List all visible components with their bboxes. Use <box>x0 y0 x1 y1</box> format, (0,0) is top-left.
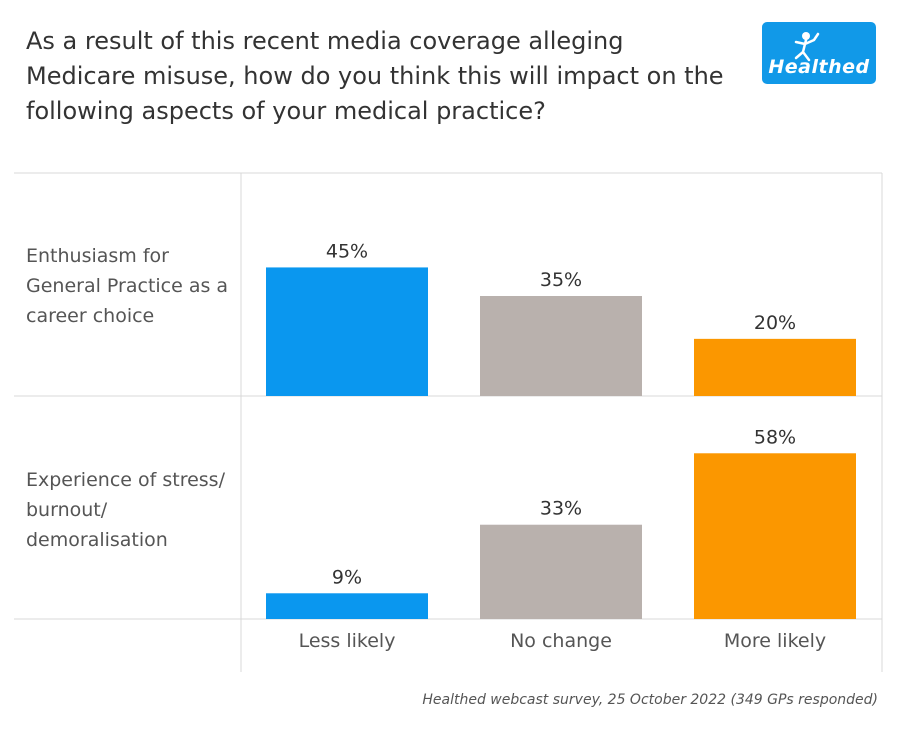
data-label: 9% <box>332 566 362 588</box>
row-label: General Practice as a <box>26 275 228 297</box>
row-label: career choice <box>26 305 154 327</box>
bar-less-likely <box>266 593 428 619</box>
bar-no-change <box>480 524 642 619</box>
bar-less-likely <box>266 267 428 396</box>
chart-title: As a result of this recent media coverag… <box>26 27 724 125</box>
data-label: 35% <box>540 269 582 291</box>
bar-no-change <box>480 296 642 396</box>
healthed-logo: Healthed <box>762 22 876 84</box>
x-tick-label: No change <box>510 630 612 652</box>
logo-text: Healthed <box>768 56 870 78</box>
row-label: Experience of stress/ <box>26 469 226 491</box>
row-label: Enthusiasm for <box>26 245 169 267</box>
row-label: burnout/ <box>26 499 108 521</box>
x-tick-label: Less likely <box>299 630 396 652</box>
source-footnote: Healthed webcast survey, 25 October 2022… <box>422 692 878 708</box>
x-tick-label: More likely <box>724 630 826 652</box>
bar-more-likely <box>694 338 856 396</box>
data-label: 20% <box>754 312 796 334</box>
data-label: 33% <box>540 498 582 520</box>
data-label: 58% <box>754 426 796 448</box>
runner-figure-icon <box>794 32 820 62</box>
data-label: 45% <box>326 240 368 262</box>
row-label: demoralisation <box>26 529 168 551</box>
bar-more-likely <box>694 453 856 619</box>
